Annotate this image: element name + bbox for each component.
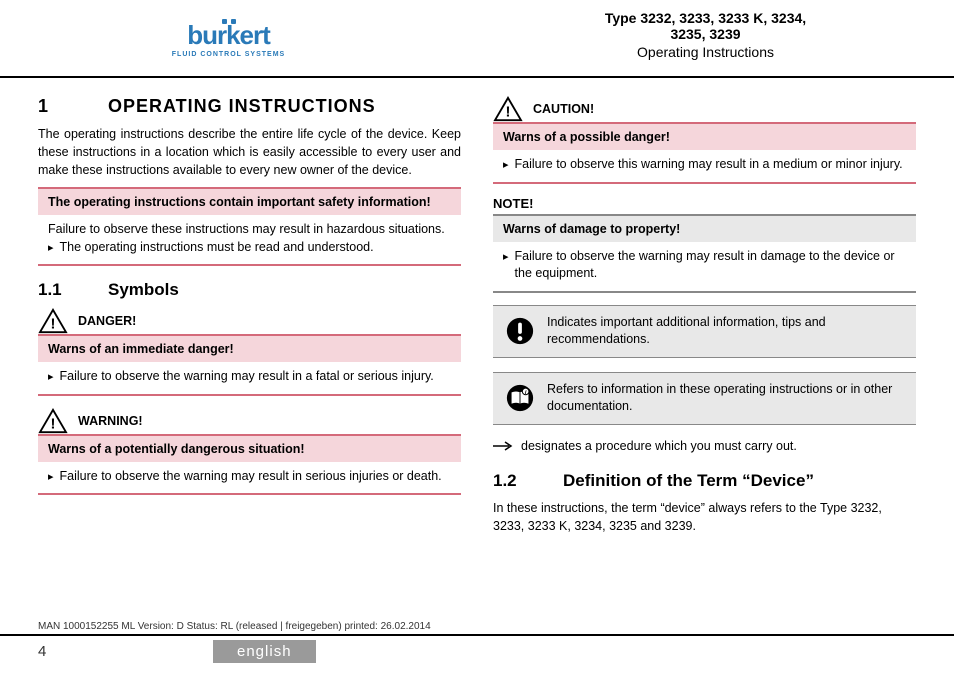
logo-subtext: FLUID CONTROL SYSTEMS <box>172 51 285 58</box>
footer-metadata: MAN 1000152255 ML Version: D Status: RL … <box>0 621 954 636</box>
page: burkert FLUID CONTROL SYSTEMS Type 3232,… <box>0 0 954 673</box>
note-bullet-text: Failure to observe the warning may resul… <box>515 248 906 283</box>
operating-instructions-label: Operating Instructions <box>477 44 934 60</box>
note-box-header: Warns of damage to property! <box>493 216 916 242</box>
exclamation-circle-icon <box>505 316 535 346</box>
intro-paragraph: The operating instructions describe the … <box>38 125 461 179</box>
definition-paragraph: In these instructions, the term “device”… <box>493 499 916 535</box>
subsection-number: 1.2 <box>493 471 563 491</box>
svg-text:!: ! <box>506 104 511 120</box>
info-tips-box: Indicates important additional informati… <box>493 305 916 358</box>
info-tips-text: Indicates important additional informati… <box>547 314 904 349</box>
right-arrow-icon <box>493 440 513 452</box>
caution-triangle-icon: ! <box>493 96 523 122</box>
header-left: burkert FLUID CONTROL SYSTEMS <box>0 0 457 76</box>
caution-box: Warns of a possible danger! ▸ Failure to … <box>493 122 916 184</box>
safety-box-body: Failure to observe these instructions ma… <box>38 215 461 264</box>
warning-box-body: ▸ Failure to observe the warning may resu… <box>38 462 461 494</box>
danger-box: Warns of an immediate danger! ▸ Failure t… <box>38 334 461 396</box>
left-column: 1OPERATING INSTRUCTIONS The operating in… <box>38 96 461 543</box>
warning-box: Warns of a potentially dangerous situati… <box>38 434 461 496</box>
note-label: NOTE! <box>493 196 916 216</box>
warning-box-header: Warns of a potentially dangerous situati… <box>38 436 461 462</box>
language-tab: english <box>213 640 316 663</box>
footer-bar: 4 english <box>0 636 954 673</box>
triangle-bullet-icon: ▸ <box>503 250 509 265</box>
danger-box-header: Warns of an immediate danger! <box>38 336 461 362</box>
triangle-bullet-icon: ▸ <box>503 158 509 173</box>
danger-triangle-icon: ! <box>38 308 68 334</box>
triangle-bullet-icon: ▸ <box>48 241 54 256</box>
caution-label: CAUTION! <box>533 102 594 116</box>
type-line-2: 3235, 3239 <box>477 26 934 42</box>
safety-info-box: The operating instructions contain impor… <box>38 187 461 266</box>
danger-box-body: ▸ Failure to observe the warning may resu… <box>38 362 461 394</box>
safety-box-text: Failure to observe these instructions ma… <box>48 221 451 239</box>
procedure-text: designates a procedure which you must ca… <box>521 439 797 453</box>
warning-triangle-icon: ! <box>38 408 68 434</box>
svg-text:!: ! <box>51 317 56 333</box>
warning-row: ! WARNING! <box>38 408 461 434</box>
safety-box-header: The operating instructions contain impor… <box>38 189 461 215</box>
page-number: 4 <box>38 643 213 660</box>
subsection-title: Definition of the Term “Device” <box>563 471 814 490</box>
brand-logo: burkert FLUID CONTROL SYSTEMS <box>172 19 285 58</box>
danger-bullet-text: Failure to observe the warning may resul… <box>60 368 434 386</box>
caution-box-body: ▸ Failure to observe this warning may res… <box>493 150 916 182</box>
logo-text: burkert <box>187 20 270 51</box>
warning-label: WARNING! <box>78 414 143 428</box>
caution-row: ! CAUTION! <box>493 96 916 122</box>
caution-bullet-text: Failure to observe this warning may resu… <box>515 156 903 174</box>
header-right: Type 3232, 3233, 3233 K, 3234, 3235, 323… <box>457 0 954 76</box>
info-docs-text: Refers to information in these operating… <box>547 381 904 416</box>
triangle-bullet-icon: ▸ <box>48 370 54 385</box>
page-header: burkert FLUID CONTROL SYSTEMS Type 3232,… <box>0 0 954 78</box>
type-line-1: Type 3232, 3233, 3233 K, 3234, <box>477 10 934 26</box>
caution-box-header: Warns of a possible danger! <box>493 124 916 150</box>
section-1-1-heading: 1.1Symbols <box>38 280 461 300</box>
note-box-body: ▸ Failure to observe the warning may resu… <box>493 242 916 291</box>
subsection-title: Symbols <box>108 280 179 299</box>
safety-box-bullet: ▸ The operating instructions must be rea… <box>48 239 451 257</box>
section-number: 1 <box>38 96 108 117</box>
note-box: Warns of damage to property! ▸ Failure to… <box>493 216 916 293</box>
info-docs-box: i Refers to information in these operati… <box>493 372 916 425</box>
right-column: ! CAUTION! Warns of a possible danger! ▸… <box>493 96 916 543</box>
page-footer: MAN 1000152255 ML Version: D Status: RL … <box>0 621 954 673</box>
warning-bullet-text: Failure to observe the warning may resul… <box>60 468 442 486</box>
section-1-2-heading: 1.2Definition of the Term “Device” <box>493 471 916 491</box>
subsection-number: 1.1 <box>38 280 108 300</box>
danger-label: DANGER! <box>78 314 136 328</box>
triangle-bullet-icon: ▸ <box>48 470 54 485</box>
section-1-heading: 1OPERATING INSTRUCTIONS <box>38 96 461 117</box>
content-area: 1OPERATING INSTRUCTIONS The operating in… <box>0 78 954 543</box>
book-info-icon: i <box>505 383 535 413</box>
danger-row: ! DANGER! <box>38 308 461 334</box>
safety-bullet-text: The operating instructions must be read … <box>60 239 374 257</box>
procedure-arrow-line: designates a procedure which you must ca… <box>493 439 916 453</box>
section-title: OPERATING INSTRUCTIONS <box>108 96 376 116</box>
svg-text:!: ! <box>51 416 56 432</box>
